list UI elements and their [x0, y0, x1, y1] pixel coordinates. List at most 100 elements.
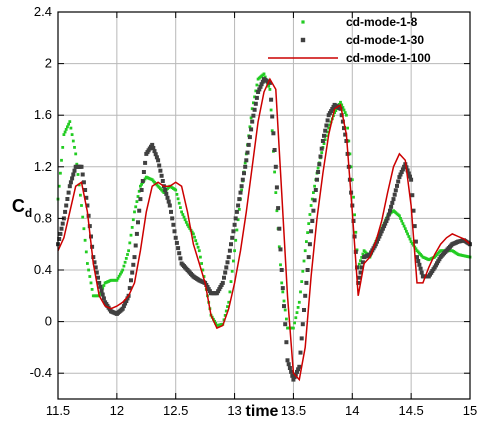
- data-point: [251, 113, 256, 118]
- data-point: [87, 268, 90, 272]
- data-point: [306, 231, 309, 234]
- legend-swatch-marker: [300, 37, 306, 43]
- data-point: [66, 190, 71, 195]
- data-point: [120, 270, 123, 274]
- data-point: [277, 226, 282, 231]
- data-point: [61, 146, 65, 149]
- data-point: [273, 170, 276, 174]
- data-point: [184, 220, 188, 224]
- data-point: [216, 289, 221, 294]
- data-point: [322, 142, 326, 145]
- x-tick-label: 14: [345, 403, 359, 418]
- data-point: [286, 362, 291, 367]
- data-point: [222, 275, 226, 280]
- data-point: [71, 139, 75, 143]
- data-point: [356, 280, 361, 285]
- data-point: [327, 126, 331, 130]
- y-tick-label: 2.4: [34, 4, 52, 19]
- data-point: [305, 240, 308, 243]
- data-point: [375, 239, 379, 244]
- data-point: [303, 293, 308, 298]
- data-point: [120, 306, 125, 311]
- data-point: [285, 317, 288, 321]
- data-point: [233, 216, 238, 221]
- legend-label: cd-mode-1-100: [346, 51, 431, 65]
- data-point: [243, 161, 247, 165]
- data-point: [409, 177, 414, 182]
- data-point: [297, 364, 302, 369]
- data-point: [357, 262, 361, 266]
- data-point: [202, 275, 206, 278]
- data-point: [236, 203, 241, 208]
- data-point: [163, 188, 168, 192]
- data-point: [83, 238, 87, 242]
- data-point: [199, 255, 202, 259]
- legend-label: cd-mode-1-30: [346, 33, 424, 47]
- data-point: [396, 179, 401, 184]
- data-point: [397, 175, 402, 180]
- data-point: [274, 185, 279, 190]
- ticks: 11.5 12 12.5 13 13.5 14 14.5 15 -0.4 0 0.4 0.8 1.2 1.…: [30, 4, 478, 418]
- data-point: [402, 164, 407, 169]
- y-tick-label: 0.8: [34, 210, 52, 225]
- data-point: [175, 193, 179, 196]
- y-tick-label: -0.4: [30, 365, 52, 380]
- legend: cd-mode-1-8 cd-mode-1-30 cd-mode-1-100: [268, 15, 431, 65]
- data-point: [89, 234, 93, 239]
- data-point: [233, 249, 236, 253]
- data-point: [373, 242, 378, 247]
- data-point: [281, 290, 285, 294]
- data-point: [172, 229, 177, 234]
- data-point: [127, 249, 130, 253]
- data-point: [303, 249, 307, 253]
- data-point: [86, 262, 89, 265]
- data-point: [253, 95, 256, 99]
- data-point: [238, 190, 243, 195]
- data-point: [406, 232, 409, 236]
- data-point: [382, 224, 387, 229]
- data-point: [133, 243, 138, 248]
- data-point: [347, 139, 351, 143]
- data-point: [284, 340, 289, 345]
- data-point: [59, 226, 64, 231]
- data-point: [309, 204, 313, 207]
- data-point: [126, 253, 129, 256]
- data-point: [338, 106, 343, 111]
- data-point: [129, 233, 133, 237]
- data-point: [186, 223, 189, 227]
- data-point: [80, 204, 83, 207]
- data-point: [192, 232, 195, 236]
- data-point: [400, 167, 405, 172]
- data-point: [256, 90, 261, 94]
- data-point: [403, 227, 407, 231]
- data-point: [310, 197, 314, 201]
- data-point: [57, 184, 61, 188]
- data-point: [87, 224, 92, 229]
- data-point: [267, 84, 271, 88]
- data-point: [66, 125, 69, 129]
- data-point: [279, 263, 282, 267]
- data-point: [134, 231, 139, 236]
- data-point: [259, 82, 264, 87]
- data-point: [205, 285, 210, 289]
- data-point: [323, 128, 328, 133]
- y-tick-label: 0: [45, 314, 52, 329]
- data-point: [239, 184, 244, 189]
- data-point: [399, 170, 404, 174]
- data-point: [322, 133, 326, 138]
- data-point: [384, 219, 389, 223]
- data-point: [293, 372, 298, 377]
- data-point: [150, 142, 155, 147]
- data-point: [138, 197, 143, 202]
- data-point: [121, 304, 126, 309]
- x-tick-label: 14.5: [398, 403, 423, 418]
- data-point: [326, 130, 329, 134]
- data-point: [176, 197, 180, 201]
- data-point: [224, 265, 229, 270]
- data-point: [410, 242, 414, 245]
- data-point: [135, 200, 139, 203]
- data-point: [236, 218, 240, 222]
- data-point: [282, 299, 286, 303]
- data-point: [68, 180, 73, 185]
- data-point: [249, 116, 253, 120]
